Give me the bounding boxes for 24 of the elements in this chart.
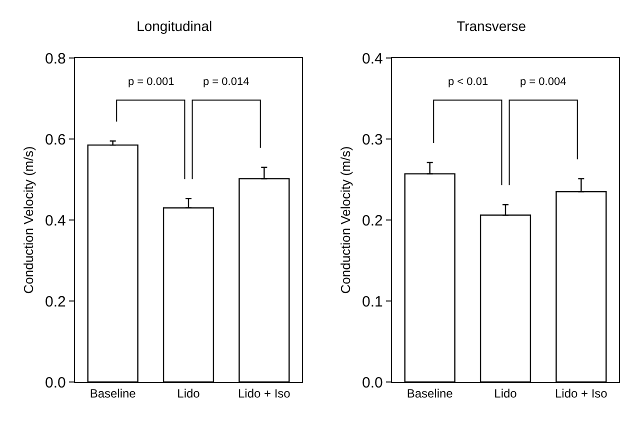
annotation: p < 0.01 [448, 76, 488, 88]
x-tick-label: Lido [494, 386, 518, 400]
x-tick-label: Lido + Iso [238, 386, 291, 400]
y-tick-label: 0.1 [362, 293, 383, 310]
x-tick-label: Baseline [406, 386, 454, 400]
y-tick-label: 0.4 [362, 50, 383, 68]
y-tick-label: 0.8 [45, 50, 66, 68]
x-tick-label: Lido [177, 386, 200, 400]
y-tick-label: 0.3 [362, 131, 383, 148]
y-tick-label: 0.0 [45, 374, 66, 392]
chart-title: Transverse [456, 18, 526, 34]
y-tick-label: 0.2 [362, 212, 383, 230]
annotation: p = 0.001 [128, 76, 174, 88]
y-axis-title: Conduction Velocity (m/s) [20, 146, 36, 294]
x-tick-label: Baseline [90, 386, 136, 400]
x-tick-label: Lido + Iso [554, 386, 608, 400]
y-tick-label: 0.4 [45, 212, 66, 230]
chart-title: Longitudinal [136, 18, 212, 34]
annotation: p = 0.014 [203, 76, 250, 88]
annotation: p = 0.004 [520, 76, 566, 88]
y-tick-label: 0.6 [45, 131, 66, 148]
y-tick-label: 0.0 [362, 374, 383, 392]
y-axis-title: Conduction Velocity (m/s) [338, 146, 353, 294]
y-tick-label: 0.2 [45, 293, 66, 310]
